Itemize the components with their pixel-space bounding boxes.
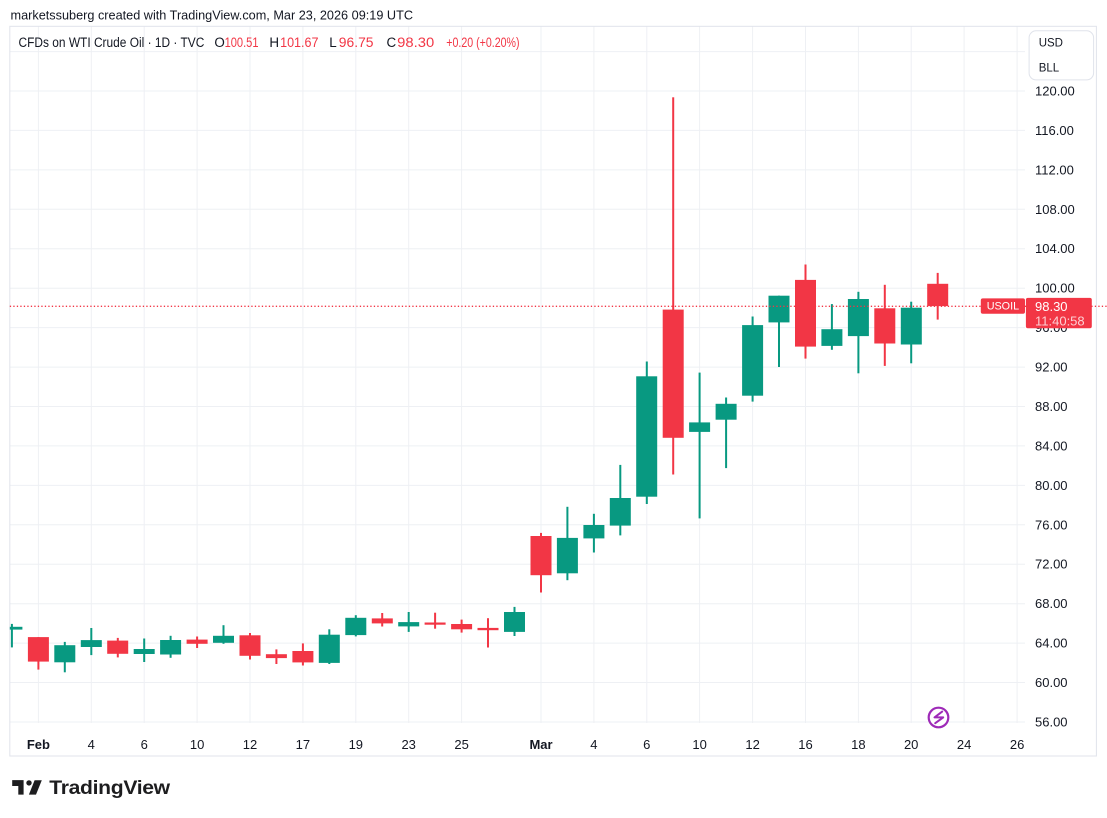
svg-text:112.00: 112.00 <box>1035 162 1074 177</box>
svg-text:24: 24 <box>957 737 971 752</box>
svg-text:56.00: 56.00 <box>1035 715 1068 730</box>
svg-text:100.51: 100.51 <box>225 35 259 50</box>
svg-text:L: L <box>329 35 336 50</box>
svg-text:80.00: 80.00 <box>1035 478 1068 493</box>
svg-text:17: 17 <box>296 737 310 752</box>
svg-text:98.30: 98.30 <box>397 35 434 50</box>
svg-text:104.00: 104.00 <box>1035 241 1075 256</box>
svg-text:marketssuberg created with Tra: marketssuberg created with TradingView.c… <box>11 9 414 23</box>
svg-text:116.00: 116.00 <box>1035 123 1074 138</box>
svg-text:20: 20 <box>904 737 918 752</box>
svg-text:USOIL: USOIL <box>987 301 1019 313</box>
svg-text:TradingView: TradingView <box>49 777 171 799</box>
svg-text:O: O <box>214 35 224 50</box>
svg-text:CFDs on WTI Crude Oil · 1D · T: CFDs on WTI Crude Oil · 1D · TVC <box>19 35 205 50</box>
svg-text:108.00: 108.00 <box>1035 202 1075 217</box>
svg-text:6: 6 <box>643 737 650 752</box>
svg-text:98.30: 98.30 <box>1035 299 1068 314</box>
svg-text:10: 10 <box>190 737 204 752</box>
svg-text:11:40:58: 11:40:58 <box>1035 313 1085 328</box>
svg-text:12: 12 <box>745 737 759 752</box>
svg-text:96.75: 96.75 <box>339 35 374 50</box>
svg-text:10: 10 <box>692 737 706 752</box>
svg-text:26: 26 <box>1010 737 1024 752</box>
svg-text:88.00: 88.00 <box>1035 399 1068 414</box>
svg-text:64.00: 64.00 <box>1035 636 1068 651</box>
svg-text:4: 4 <box>88 737 95 752</box>
svg-text:18: 18 <box>851 737 865 752</box>
svg-text:68.00: 68.00 <box>1035 596 1068 611</box>
svg-text:Feb: Feb <box>27 737 50 752</box>
svg-text:92.00: 92.00 <box>1035 360 1068 375</box>
svg-text:+0.20 (+0.20%): +0.20 (+0.20%) <box>446 35 519 50</box>
svg-text:72.00: 72.00 <box>1035 557 1068 572</box>
svg-text:BLL: BLL <box>1039 62 1060 74</box>
svg-text:60.00: 60.00 <box>1035 675 1068 690</box>
svg-text:25: 25 <box>454 737 468 752</box>
svg-text:19: 19 <box>349 737 363 752</box>
svg-text:Mar: Mar <box>529 737 552 752</box>
svg-text:H: H <box>269 35 279 50</box>
svg-text:120.00: 120.00 <box>1035 84 1075 99</box>
svg-text:100.00: 100.00 <box>1035 281 1075 296</box>
svg-text:23: 23 <box>401 737 415 752</box>
svg-text:76.00: 76.00 <box>1035 517 1068 532</box>
svg-text:USD: USD <box>1039 37 1063 49</box>
svg-text:16: 16 <box>798 737 812 752</box>
svg-text:4: 4 <box>590 737 597 752</box>
svg-text:101.67: 101.67 <box>280 35 318 50</box>
svg-text:6: 6 <box>141 737 148 752</box>
svg-text:12: 12 <box>243 737 257 752</box>
svg-text:C: C <box>387 35 397 50</box>
svg-text:84.00: 84.00 <box>1035 438 1068 453</box>
